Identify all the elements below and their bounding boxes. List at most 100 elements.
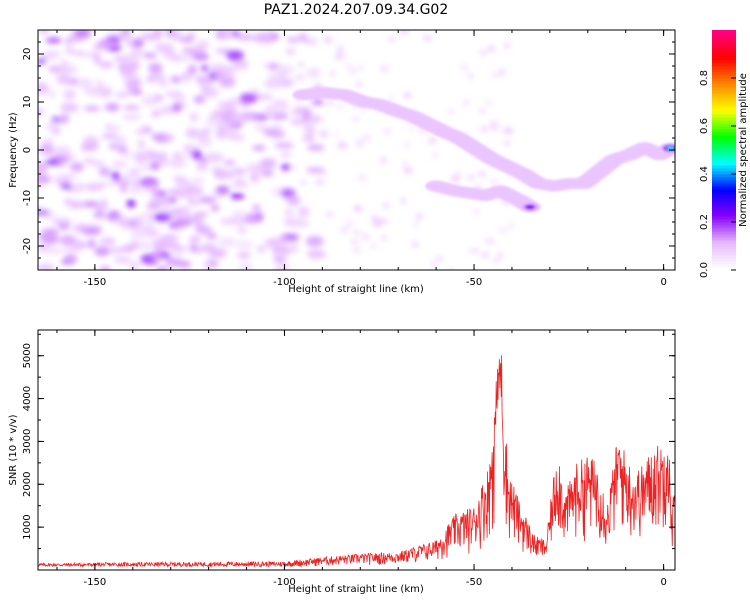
heatmap-cell <box>137 140 146 148</box>
heatmap-cell <box>326 101 334 106</box>
heatmap-cell <box>448 267 454 270</box>
snr-x-tick-label: -100 <box>273 577 296 588</box>
heatmap-cell <box>504 127 514 134</box>
heatmap-cell <box>123 105 140 111</box>
heatmap-cell <box>260 169 274 177</box>
heatmap-cell <box>415 213 424 220</box>
heatmap-cell <box>160 234 180 241</box>
heatmap-cell <box>99 266 111 270</box>
heatmap-cell <box>63 89 76 100</box>
heatmap-cell <box>71 182 87 193</box>
colorbar-strip <box>712 99 736 103</box>
heatmap-cell <box>98 181 118 187</box>
heatmap-cell <box>48 65 61 72</box>
heatmap-cell <box>145 32 162 42</box>
heatmap-cell <box>194 211 209 217</box>
heatmap-cell <box>271 245 292 256</box>
snr-y-tick-label: 5000 <box>22 343 33 368</box>
heatmap-cell <box>132 89 143 95</box>
heatmap-cell <box>362 134 371 141</box>
heatmap-cell <box>76 78 93 89</box>
colorbar-strip <box>712 153 736 157</box>
colorbar-strip <box>712 159 736 163</box>
snr-y-tick-label: 2000 <box>22 472 33 497</box>
heatmap-cell <box>123 74 140 82</box>
heatmap-cell <box>96 82 106 94</box>
heatmap-cell <box>145 76 155 83</box>
heatmap-cell <box>156 152 168 163</box>
heatmap-cell <box>48 121 59 129</box>
heatmap-x-axis-label: Height of straight line (km) <box>288 284 424 295</box>
heatmap-cell <box>262 128 279 137</box>
heatmap-cell <box>436 256 443 261</box>
heatmap-x-ticks: -150 -100 -50 0 <box>56 30 667 288</box>
heatmap-cell <box>526 205 534 209</box>
heatmap-cell <box>357 175 367 180</box>
colorbar-strip <box>712 168 736 172</box>
heatmap-cell <box>231 210 248 221</box>
heatmap-cell <box>307 144 325 151</box>
heatmap-cell <box>143 211 155 221</box>
heatmap-cell <box>126 61 141 71</box>
heatmap-cell <box>87 239 96 249</box>
heatmap-cell <box>304 124 316 135</box>
heatmap-cell <box>498 228 508 233</box>
heatmap-cell <box>270 237 290 246</box>
colorbar-strip <box>712 165 736 169</box>
heatmap-cell <box>302 134 316 143</box>
colorbar-tick-label: 0.0 <box>699 262 710 278</box>
heatmap-cell <box>69 162 84 172</box>
heatmap-cell <box>147 203 160 210</box>
colorbar-strip <box>712 147 736 151</box>
heatmap-cell <box>188 235 202 243</box>
heatmap-y-tick-label: 0 <box>22 147 33 153</box>
heatmap-cell <box>263 33 275 45</box>
heatmap-cell <box>306 68 322 78</box>
heatmap-cell <box>337 104 344 109</box>
heatmap-cell <box>403 92 412 99</box>
snr-y-tick-label: 4000 <box>22 386 33 411</box>
heatmap-cell <box>492 259 501 263</box>
heatmap-cell <box>290 110 301 116</box>
heatmap-cell <box>487 45 495 53</box>
colorbar-strip <box>712 186 736 190</box>
colorbar-strip <box>712 111 736 115</box>
colorbar-strip <box>712 231 736 235</box>
colorbar-strip <box>712 225 736 229</box>
colorbar-strip <box>712 54 736 58</box>
heatmap-cell <box>47 89 57 98</box>
colorbar-strip <box>712 123 736 127</box>
heatmap-cell <box>460 65 469 70</box>
heatmap-cell <box>206 233 218 239</box>
heatmap-cell <box>185 144 197 151</box>
colorbar-strip <box>712 258 736 262</box>
heatmap-cell <box>239 93 258 104</box>
heatmap-cell <box>307 115 323 124</box>
heatmap-cell <box>141 95 160 106</box>
heatmap-cell <box>94 247 110 256</box>
heatmap-cell <box>81 228 101 236</box>
heatmap-cell <box>503 42 510 49</box>
heatmap-cell <box>137 241 152 250</box>
heatmap-cell <box>286 36 300 43</box>
heatmap-cell <box>295 99 301 103</box>
heatmap-x-tick-label: -50 <box>466 277 482 288</box>
heatmap-cell <box>208 248 227 259</box>
heatmap-cell <box>341 227 348 233</box>
heatmap-cell <box>45 37 62 44</box>
snr-y-tick-label: 3000 <box>22 429 33 454</box>
colorbar-strip <box>712 183 736 187</box>
heatmap-cell <box>478 171 486 177</box>
colorbar-strip <box>712 222 736 226</box>
snr-x-axis-label: Height of straight line (km) <box>288 584 424 595</box>
heatmap-cell <box>348 68 357 75</box>
heatmap-cell <box>45 247 63 254</box>
heatmap-cell <box>237 251 251 259</box>
colorbar-strip <box>712 195 736 199</box>
heatmap-cell <box>135 128 148 136</box>
heatmap-cell <box>92 160 105 168</box>
colorbar-strip <box>712 39 736 43</box>
heatmap-cell <box>181 205 191 217</box>
heatmap-cell <box>281 105 290 112</box>
colorbar-tick-label: 0.6 <box>699 118 710 134</box>
